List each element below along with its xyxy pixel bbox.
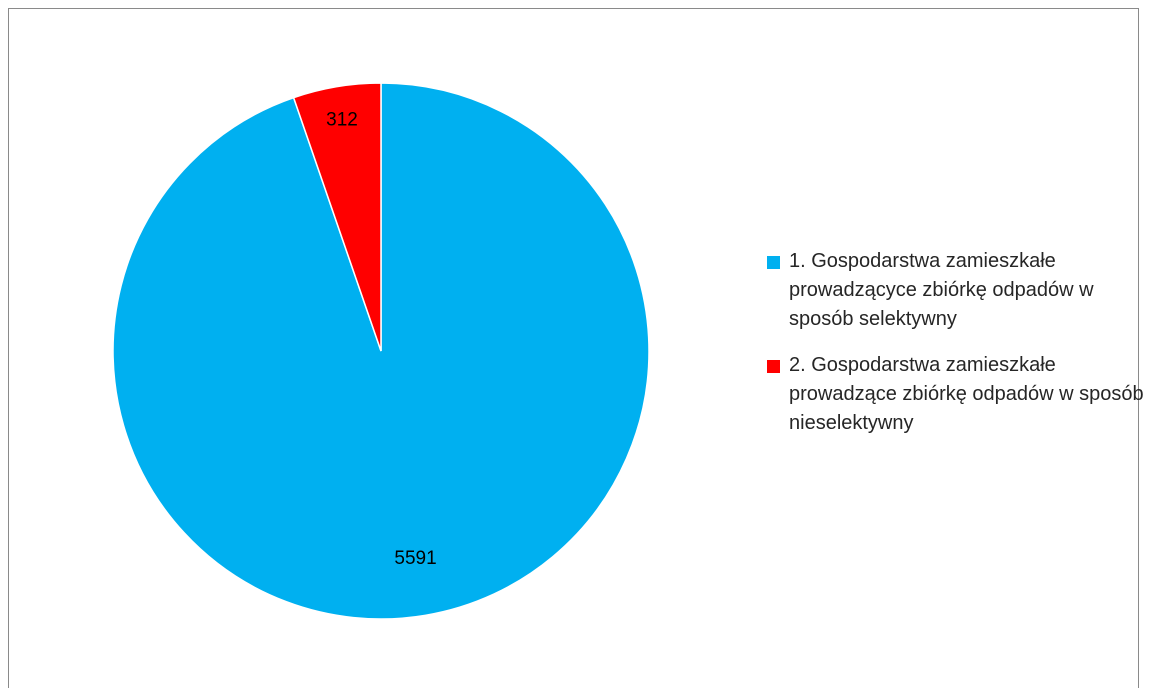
pie-chart: 5591 312: [112, 82, 650, 620]
legend: 1. Gospodarstwa zamieszkałe prowadzącyce…: [767, 247, 1147, 455]
data-label-nonselective: 312: [326, 109, 358, 130]
data-label-selective: 5591: [394, 548, 436, 569]
legend-label-nonselective: 2. Gospodarstwa zamieszkałe prowadzące z…: [789, 354, 1144, 434]
legend-item-nonselective: 2. Gospodarstwa zamieszkałe prowadzące z…: [767, 351, 1147, 438]
pie-data-labels: 5591 312: [326, 109, 437, 569]
pie-slices: [112, 82, 650, 620]
pie-slice-nonselective: [292, 82, 382, 352]
chart-area: 5591 312 1. Gospodarstwa zamieszkałe prow…: [8, 8, 1144, 688]
legend-swatch-nonselective: [767, 360, 780, 373]
legend-swatch-selective: [767, 256, 780, 269]
legend-item-selective: 1. Gospodarstwa zamieszkałe prowadzącyce…: [767, 247, 1147, 334]
legend-label-selective: 1. Gospodarstwa zamieszkałe prowadzącyce…: [789, 250, 1094, 330]
